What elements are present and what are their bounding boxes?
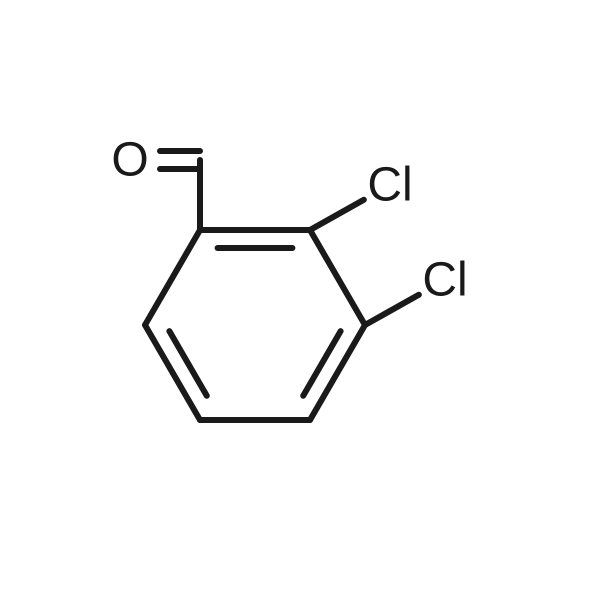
atom-label-cl: Cl (367, 159, 412, 212)
atom-label-o: O (111, 134, 148, 187)
atom-label-cl: Cl (422, 254, 467, 307)
background (0, 0, 600, 600)
molecule-diagram: O ClCl (0, 0, 600, 600)
